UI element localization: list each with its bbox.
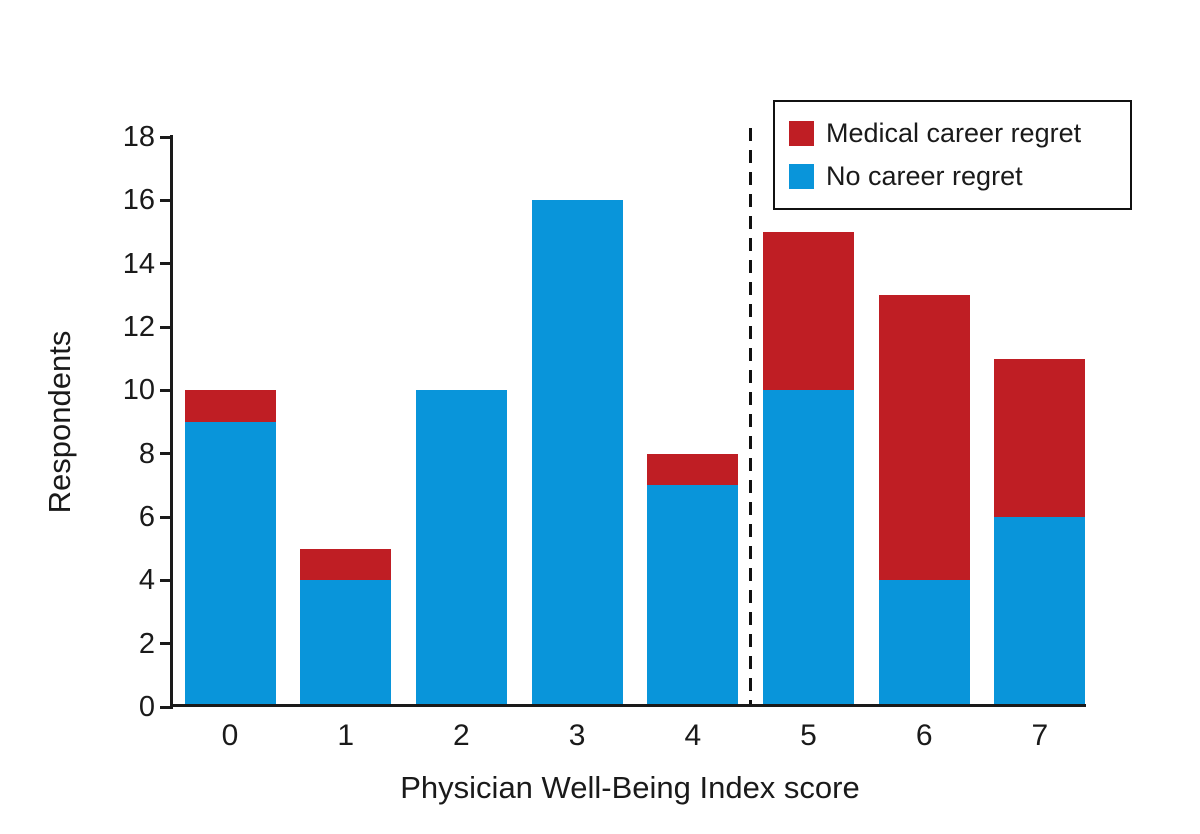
- y-axis-title: Respondents: [42, 330, 77, 514]
- bar-segment-no-regret: [300, 580, 392, 707]
- x-tick-label: 6: [915, 719, 933, 752]
- y-tick: [160, 388, 173, 392]
- y-tick-label: 8: [138, 437, 155, 470]
- x-tick-label: 3: [568, 719, 586, 752]
- bar-segment-regret: [184, 390, 276, 422]
- legend-label-regret: Medical career regret: [826, 118, 1082, 148]
- x-tick-label: 2: [453, 719, 470, 752]
- x-tick-label: 4: [684, 719, 702, 752]
- y-tick: [160, 642, 173, 646]
- bar-segment-regret: [878, 295, 970, 581]
- no-regret-swatch: [789, 164, 814, 189]
- y-tick-label: 0: [138, 691, 155, 723]
- x-axis-line: [170, 704, 1086, 707]
- bar-segment-regret: [994, 358, 1086, 517]
- y-tick: [160, 705, 173, 709]
- y-tick-label: 10: [122, 374, 155, 407]
- legend-label-no-regret: No career regret: [826, 161, 1023, 191]
- x-tick-label: 1: [337, 719, 355, 752]
- bar-segment-no-regret: [184, 422, 276, 707]
- bar-segment-regret: [647, 453, 739, 486]
- y-axis-line: [170, 135, 173, 708]
- divider-line: [749, 128, 753, 707]
- y-tick-label: 16: [122, 184, 155, 217]
- y-tick: [160, 262, 173, 266]
- bar-segment-no-regret: [878, 580, 970, 707]
- y-tick-label: 6: [138, 501, 155, 533]
- legend: Medical career regret No career regret: [773, 100, 1132, 210]
- y-tick: [160, 325, 173, 329]
- x-tick-label: 5: [800, 719, 817, 752]
- y-tick: [160, 452, 173, 456]
- regret-swatch: [789, 121, 814, 146]
- y-tick: [160, 515, 173, 519]
- bar-segment-regret: [763, 232, 854, 391]
- bar-segment-no-regret: [763, 390, 854, 707]
- x-axis-title: Physician Well-Being Index score: [400, 770, 860, 805]
- bar-segment-no-regret: [415, 390, 507, 707]
- bar-segment-no-regret: [994, 517, 1086, 707]
- y-tick: [160, 578, 173, 582]
- bar-segment-no-regret: [531, 200, 623, 707]
- y-tick-label: 18: [122, 121, 155, 153]
- y-tick-label: 12: [122, 311, 155, 343]
- y-tick-label: 4: [138, 564, 155, 597]
- y-tick: [160, 135, 173, 139]
- bar-segment-regret: [300, 548, 392, 581]
- y-tick-label: 2: [138, 627, 155, 660]
- legend-item-medical-career-regret: Medical career regret: [789, 112, 1116, 155]
- y-tick: [160, 198, 173, 202]
- y-tick-label: 14: [122, 247, 155, 280]
- x-tick-label: 7: [1031, 719, 1049, 752]
- bar-segment-no-regret: [647, 485, 739, 707]
- x-tick-label: 0: [221, 719, 239, 752]
- legend-item-no-career-regret: No career regret: [789, 155, 1116, 198]
- plot-area: 0 2 4 6 8 10 12 14 16 18 0 1 2 3 4 5 6 7: [123, 121, 1086, 752]
